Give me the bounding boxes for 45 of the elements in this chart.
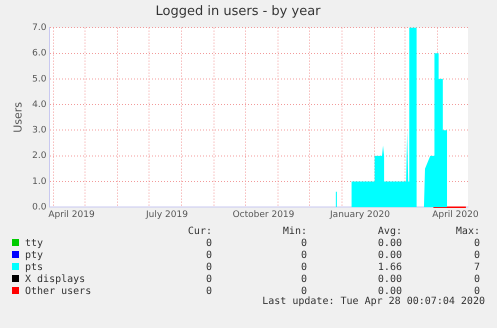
y-tick-label: 2.0: [32, 151, 47, 162]
x-tick-label: April 2019: [48, 210, 95, 220]
text: Avg:: [376, 226, 402, 238]
y-tick-label: 3.0: [32, 126, 47, 136]
y-tick-label: 5.0: [32, 74, 47, 84]
text: 0: [204, 238, 212, 250]
y-tick-label: 1.0: [32, 176, 47, 187]
text: 0: [472, 250, 480, 262]
x-tick-label: July 2019: [145, 210, 188, 220]
text: 0.00: [376, 274, 402, 286]
x-tick-label: October 2019: [232, 210, 295, 220]
text: Max:: [454, 226, 480, 238]
y-tick-label: 6.0: [32, 48, 47, 59]
text: 0: [300, 286, 307, 297]
legend-label: tty: [24, 238, 44, 250]
text: 0: [300, 250, 307, 262]
text: Min:: [282, 226, 307, 238]
text: 0: [472, 274, 480, 286]
text: Cur:: [186, 226, 212, 238]
legend-label: pts: [24, 262, 44, 274]
chart-title: Logged in users - by year: [155, 4, 322, 20]
text: 0: [300, 238, 307, 250]
text: 7: [472, 262, 480, 274]
text: 0: [204, 262, 212, 274]
text: 0: [204, 250, 212, 262]
text: Last update: Tue Apr 28 00:07:04 2020: [262, 296, 485, 307]
legend-label: X displays: [24, 274, 86, 286]
legend-label: Other users: [24, 286, 92, 298]
x-tick-label: January 2020: [329, 210, 390, 220]
y-tick-label: 7.0: [32, 22, 47, 33]
x-tick-label: April 2020: [432, 210, 479, 220]
text: 0: [300, 262, 307, 274]
y-axis-title: Users: [11, 102, 24, 133]
y-tick-label: 0.0: [32, 202, 47, 213]
text: 0.00: [376, 250, 402, 262]
text: 0.00: [376, 238, 402, 250]
text: 0.00: [378, 286, 402, 297]
text: 0: [204, 274, 212, 286]
text: 1.66: [376, 262, 402, 274]
legend-label: pty: [24, 250, 44, 262]
text: 0: [300, 274, 307, 286]
y-tick-label: 4.0: [32, 100, 47, 110]
text: 0: [474, 286, 480, 297]
text: 0: [472, 238, 480, 250]
text: 0: [204, 286, 212, 298]
